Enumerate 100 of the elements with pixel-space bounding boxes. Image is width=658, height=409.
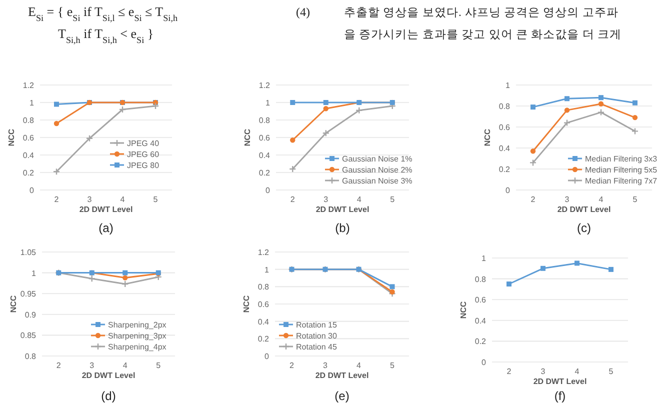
y-tick-label: 1 — [506, 81, 511, 90]
y-tick-label: 0.2 — [498, 165, 511, 174]
x-axis-title: 2D DWT Level — [82, 371, 136, 380]
legend-label: Rotation 45 — [296, 342, 338, 352]
legend-label: Median Filtering 3x3 — [585, 154, 658, 164]
x-axis-title: 2D DWT Level — [79, 205, 133, 214]
x-tick-label: 5 — [153, 195, 158, 204]
x-tick-label: 4 — [120, 195, 126, 204]
y-tick-label: 0.2 — [258, 168, 271, 178]
y-tick-label: 1 — [32, 268, 37, 278]
y-tick-label: 1 — [266, 98, 271, 108]
y-tick-label: 0.6 — [258, 300, 270, 309]
x-tick-label: 4 — [356, 361, 362, 370]
y-tick-label: 0.4 — [22, 151, 35, 160]
x-tick-label: 2 — [506, 367, 512, 376]
y-tick-label: 0.8 — [498, 102, 511, 111]
y-tick-label: 0.6 — [22, 134, 35, 142]
text: (d) — [101, 389, 116, 403]
y-tick-label: 0.8 — [258, 282, 270, 292]
y-tick-label: 0 — [266, 186, 271, 195]
legend-label: Sharpening_3px — [108, 332, 166, 340]
x-tick-label: 2 — [290, 361, 295, 370]
legend-label: Median Filtering 7x7 — [585, 176, 658, 186]
y-tick-label: 0.6 — [498, 123, 511, 132]
y-axis-title: NCC — [459, 301, 468, 319]
text: 추출할 영상을 보였다. 샤프닝 공격은 영상의 고주파 — [344, 6, 618, 19]
x-tick-label: 3 — [324, 195, 329, 204]
x-tick-label: 5 — [608, 367, 614, 376]
legend-label: Sharpening_2px — [108, 320, 166, 330]
y-tick-label: 1.05 — [20, 248, 37, 257]
x-tick-label: 3 — [90, 361, 95, 370]
x-axis-title: 2D DWT Level — [533, 377, 587, 386]
y-axis-title: NCC — [7, 128, 16, 146]
x-tick-label: 4 — [574, 367, 580, 376]
legend-label: Sharpening_4px — [108, 342, 166, 352]
y-tick-label: 0.2 — [22, 168, 35, 178]
legend-label: JPEG 40 — [127, 139, 160, 148]
legend-label: Rotation 15 — [296, 320, 338, 330]
text: (f) — [554, 389, 566, 403]
x-axis-title: 2D DWT Level — [316, 205, 370, 214]
x-tick-label: 5 — [390, 361, 396, 370]
y-tick-label: 0.9 — [24, 310, 37, 320]
x-tick-label: 2 — [530, 195, 536, 204]
x-tick-label: 3 — [540, 367, 546, 376]
text: (a) — [98, 221, 114, 235]
y-tick-label: 1 — [30, 98, 35, 108]
y-tick-label: 0.85 — [20, 331, 37, 340]
y-tick-label: 0.4 — [474, 316, 487, 326]
y-tick-label: 0.95 — [20, 290, 37, 299]
y-tick-label: 0 — [264, 352, 270, 361]
x-axis-title: 2D DWT Level — [557, 205, 611, 214]
legend-label: JPEG 80 — [127, 161, 160, 170]
y-axis-title: NCC — [243, 128, 252, 146]
y-tick-label: 0.2 — [474, 337, 487, 346]
y-axis-title: NCC — [242, 295, 251, 313]
legend-label: Gaussian Noise 3% — [342, 176, 412, 186]
y-tick-label: 0 — [30, 186, 35, 195]
x-axis-title: 2D DWT Level — [315, 371, 369, 380]
legend-label: Gaussian Noise 2% — [342, 166, 412, 174]
x-tick-label: 4 — [122, 361, 128, 370]
x-tick-label: 5 — [632, 195, 638, 204]
y-tick-label: 1.2 — [22, 81, 35, 90]
y-tick-label: 0.4 — [258, 317, 270, 326]
y-tick-label: 1.2 — [258, 81, 271, 90]
legend-label: JPEG 60 — [127, 150, 160, 159]
text: E$_{Si}$ = { e$_{Si}$ if T$_{Si,l}$ ≤ e$_{Si}$ ≤ T$_{Si,h}$ — [28, 4, 178, 23]
x-tick-label: 3 — [564, 195, 570, 204]
legend-label: Median Filtering 5x5 — [585, 166, 658, 174]
x-tick-label: 5 — [156, 361, 162, 370]
y-tick-label: 0 — [506, 186, 511, 195]
y-tick-label: 0 — [482, 358, 487, 367]
y-tick-label: 0.2 — [258, 334, 270, 344]
y-tick-label: 0.8 — [474, 274, 487, 284]
y-axis-title: NCC — [483, 128, 492, 146]
text: (b) — [335, 221, 350, 235]
x-tick-label: 2 — [290, 195, 296, 204]
y-tick-label: 0.8 — [24, 352, 37, 361]
y-tick-label: 0.8 — [258, 116, 271, 125]
x-tick-label: 4 — [356, 195, 362, 204]
y-tick-label: 1 — [264, 265, 270, 274]
x-tick-label: 5 — [390, 195, 396, 204]
y-tick-label: 0.4 — [258, 151, 271, 160]
text: T$_{Si,h}$ if T$_{Si,h}$ < e$_{Si}$ } — [58, 26, 154, 45]
y-tick-label: 0.8 — [22, 116, 35, 125]
text: 을 증가시키는 효과를 갖고 있어 큰 화소값을 더 크게 — [344, 29, 622, 41]
x-tick-label: 3 — [323, 361, 328, 370]
y-axis-title: NCC — [9, 295, 18, 313]
x-tick-label: 2 — [56, 361, 62, 370]
text: (4) — [296, 5, 310, 19]
legend-label: Gaussian Noise 1% — [342, 154, 412, 164]
x-tick-label: 4 — [598, 195, 604, 204]
y-tick-label: 0.6 — [258, 134, 271, 142]
text: (c) — [577, 221, 591, 235]
y-tick-label: 1 — [482, 254, 487, 263]
y-tick-label: 1.2 — [258, 248, 270, 257]
y-tick-label: 0.4 — [498, 144, 511, 153]
x-tick-label: 3 — [87, 195, 92, 204]
legend-label: Rotation 30 — [296, 332, 338, 340]
text: (e) — [334, 389, 350, 403]
y-tick-label: 0.6 — [474, 296, 487, 305]
